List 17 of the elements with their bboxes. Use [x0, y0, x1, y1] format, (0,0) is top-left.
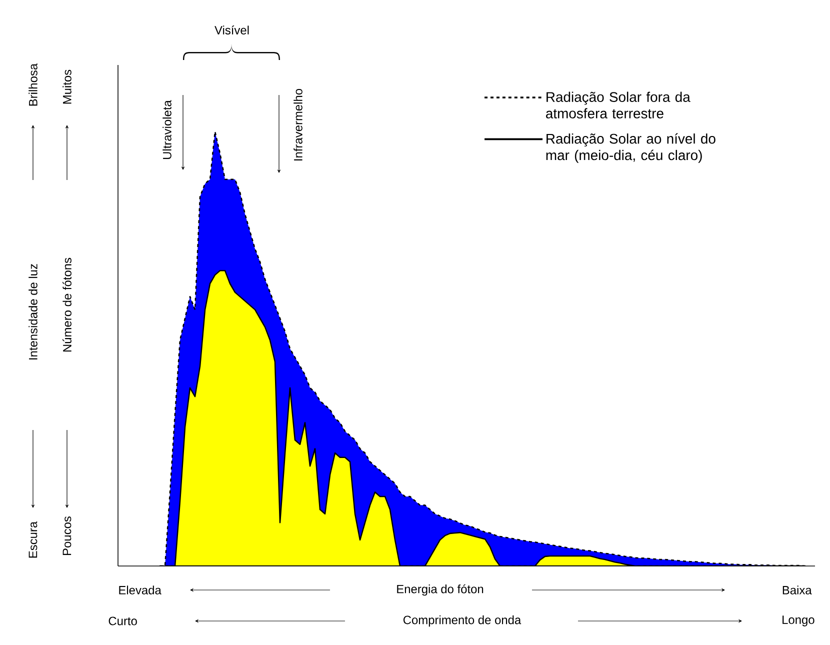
- text: Energia do fóton: [397, 584, 484, 596]
- text: Baixa: [782, 586, 812, 594]
- text: Longo: [782, 616, 814, 626]
- text: Elevada: [119, 586, 162, 594]
- legend-label: Radiação Solar fora da atmosfera terrestre: [546, 92, 690, 118]
- text: Comprimento de onda: [403, 615, 522, 627]
- text: Visível: [214, 26, 249, 34]
- text: Número de fótons: [62, 258, 72, 352]
- annotation: Ultravioleta: [162, 100, 172, 159]
- legend-label: Radiação Solar ao nível do mar (meio-dia, céu claro): [546, 133, 716, 163]
- annotation: Infravermelho: [294, 88, 302, 160]
- text: Poucos: [62, 516, 72, 555]
- text: Curto: [108, 616, 137, 626]
- text: Brilhosa: [28, 63, 38, 106]
- text: Escura: [28, 521, 38, 558]
- text: Muitos: [62, 70, 72, 104]
- text: Intensidade de luz: [28, 264, 38, 360]
